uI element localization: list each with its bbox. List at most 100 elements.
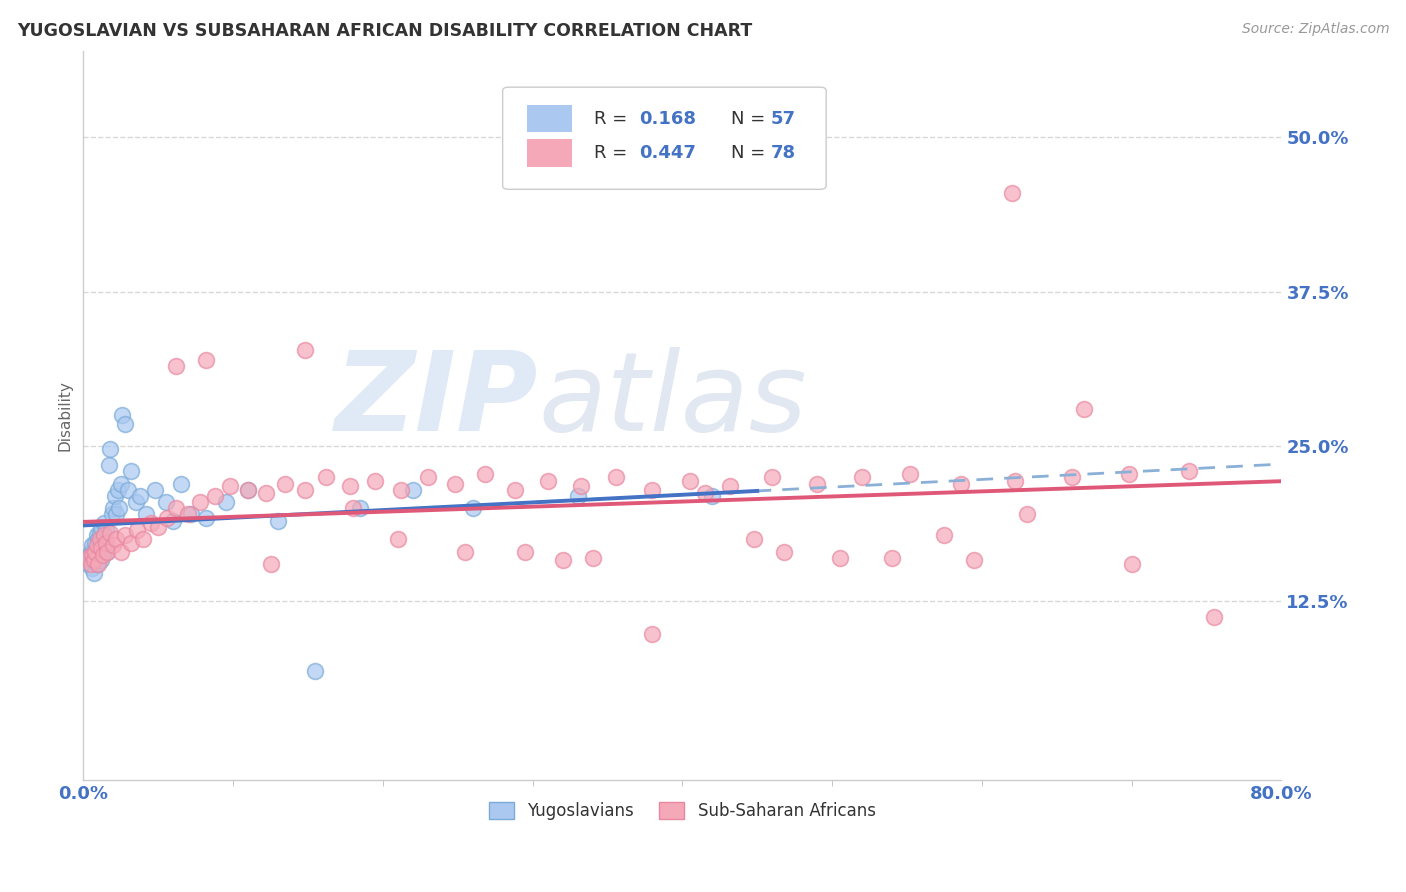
- Point: [86, 528, 108, 542]
- Point: [315, 470, 337, 484]
- Point: [90, 553, 112, 567]
- Point: [165, 501, 187, 516]
- Point: [89, 532, 111, 546]
- Point: [87, 548, 110, 562]
- Point: [454, 544, 477, 558]
- Point: [806, 476, 828, 491]
- Text: YUGOSLAVIAN VS SUBSAHARAN AFRICAN DISABILITY CORRELATION CHART: YUGOSLAVIAN VS SUBSAHARAN AFRICAN DISABI…: [17, 22, 752, 40]
- Point: [1073, 402, 1095, 417]
- Point: [103, 538, 125, 552]
- Point: [91, 548, 114, 562]
- Point: [880, 550, 903, 565]
- Point: [155, 495, 177, 509]
- Point: [82, 538, 104, 552]
- Point: [274, 476, 297, 491]
- Point: [569, 479, 592, 493]
- FancyBboxPatch shape: [527, 104, 572, 132]
- Point: [98, 526, 121, 541]
- Point: [80, 553, 103, 567]
- Point: [91, 544, 114, 558]
- Text: 57: 57: [770, 110, 796, 128]
- Point: [1121, 557, 1143, 571]
- Point: [114, 528, 136, 542]
- Point: [349, 501, 371, 516]
- Point: [180, 508, 202, 522]
- Point: [103, 501, 125, 516]
- Point: [94, 536, 117, 550]
- Point: [195, 352, 218, 367]
- Point: [94, 524, 117, 538]
- Point: [934, 528, 956, 542]
- Point: [389, 483, 412, 497]
- Point: [177, 508, 200, 522]
- Point: [100, 508, 122, 522]
- Point: [304, 665, 326, 679]
- Point: [718, 479, 741, 493]
- Point: [254, 486, 277, 500]
- Point: [111, 409, 134, 423]
- Y-axis label: Disability: Disability: [58, 380, 72, 451]
- Point: [742, 532, 765, 546]
- Point: [204, 489, 226, 503]
- Point: [294, 343, 316, 357]
- Point: [132, 532, 155, 546]
- Point: [1015, 508, 1038, 522]
- Point: [156, 511, 179, 525]
- Point: [117, 483, 139, 497]
- Point: [105, 508, 128, 522]
- Point: [94, 536, 117, 550]
- Point: [1177, 464, 1199, 478]
- Legend: Yugoslavians, Sub-Saharan Africans: Yugoslavians, Sub-Saharan Africans: [482, 795, 882, 827]
- Point: [761, 470, 783, 484]
- Point: [76, 550, 98, 565]
- Text: 0.447: 0.447: [640, 144, 696, 161]
- Point: [195, 511, 218, 525]
- Point: [536, 474, 558, 488]
- Point: [443, 476, 465, 491]
- Point: [461, 501, 484, 516]
- Point: [641, 483, 664, 497]
- Point: [89, 526, 111, 541]
- Point: [219, 479, 242, 493]
- Point: [1004, 474, 1026, 488]
- Point: [702, 489, 724, 503]
- Point: [110, 476, 132, 491]
- Point: [1118, 467, 1140, 481]
- Text: R =: R =: [593, 144, 633, 161]
- Point: [110, 544, 132, 558]
- Point: [339, 479, 361, 493]
- Point: [135, 508, 157, 522]
- Point: [87, 557, 110, 571]
- Point: [513, 544, 536, 558]
- Point: [96, 544, 118, 558]
- Point: [416, 470, 439, 484]
- Point: [267, 514, 290, 528]
- Point: [97, 458, 120, 472]
- Point: [93, 516, 115, 530]
- Point: [214, 495, 236, 509]
- Point: [83, 553, 105, 567]
- Point: [402, 483, 425, 497]
- Point: [641, 627, 664, 641]
- Text: 78: 78: [770, 144, 796, 161]
- Point: [828, 550, 851, 565]
- Text: N =: N =: [731, 110, 772, 128]
- Point: [605, 470, 627, 484]
- Point: [773, 544, 796, 558]
- Point: [342, 501, 364, 516]
- Point: [87, 532, 110, 546]
- Point: [162, 514, 184, 528]
- Point: [76, 557, 98, 571]
- Point: [125, 495, 148, 509]
- Point: [114, 417, 136, 432]
- Point: [82, 560, 104, 574]
- Text: N =: N =: [731, 144, 772, 161]
- Point: [120, 464, 142, 478]
- Point: [86, 557, 108, 571]
- Point: [188, 495, 211, 509]
- Point: [949, 476, 972, 491]
- Point: [82, 548, 104, 562]
- Point: [83, 544, 105, 558]
- Point: [93, 528, 115, 542]
- Text: ZIP: ZIP: [335, 347, 538, 454]
